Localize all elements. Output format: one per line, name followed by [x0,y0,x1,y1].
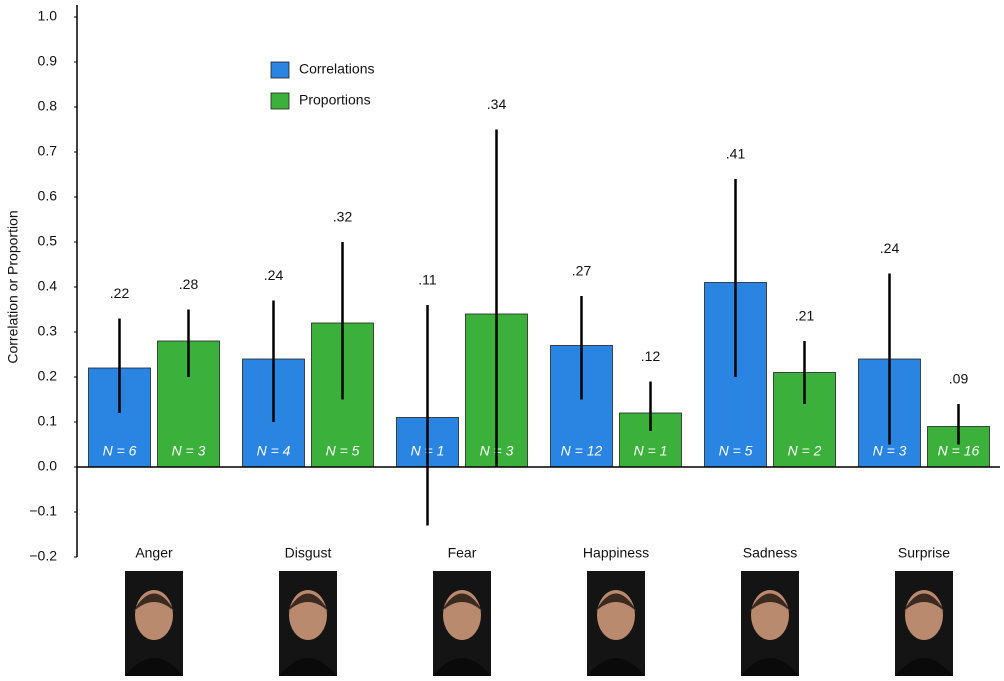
y-tick-label: −0.1 [29,503,57,519]
x-tick-label: Sadness [743,545,797,561]
x-tick-label: Happiness [583,545,649,561]
value-label: .22 [110,285,130,301]
shoulders [895,658,953,676]
value-label: .34 [487,96,507,112]
y-tick-label: 0.3 [38,323,58,339]
y-tick-label: 1.0 [38,8,58,24]
n-label: N = 6 [103,443,137,459]
x-tick-label: Anger [135,545,173,561]
shoulders [741,658,799,676]
value-label: .09 [949,371,969,387]
y-tick-label: 0.2 [38,368,58,384]
shoulders [433,658,491,676]
y-tick-label: 0.7 [38,143,58,159]
legend-swatch [270,61,290,79]
shoulders [279,658,337,676]
value-label: .27 [572,263,592,279]
legend-label: Correlations [299,61,374,77]
value-label: .41 [726,146,746,162]
x-tick-label: Disgust [285,545,332,561]
n-label: N = 5 [326,443,360,459]
hair [749,593,791,612]
hair [441,593,483,612]
value-label: .21 [795,308,815,324]
x-tick-label: Surprise [898,545,950,561]
legend-swatch [270,92,290,110]
y-tick-label: 0.0 [38,458,58,474]
value-label: .24 [880,240,900,256]
shoulders [587,658,645,676]
n-label: N = 3 [873,443,907,459]
y-tick-label: −0.2 [29,548,57,564]
n-label: N = 16 [938,443,980,459]
y-tick-label: 0.8 [38,98,58,114]
y-axis-label: Correlation or Proportion [5,210,21,363]
n-label: N = 12 [561,443,603,459]
n-label: N = 2 [788,443,822,459]
y-tick-label: 0.6 [38,188,58,204]
y-tick-label: 0.9 [38,53,58,69]
n-label: N = 5 [719,443,753,459]
value-label: .28 [179,276,199,292]
value-label: .11 [418,272,437,288]
n-label: N = 1 [634,443,668,459]
value-label: .24 [264,267,284,283]
x-tick-label: Fear [448,545,477,561]
hair [287,593,329,612]
shoulders [125,658,183,676]
hair [903,593,945,612]
legend-label: Proportions [299,92,371,108]
y-tick-label: 0.4 [38,278,58,294]
y-tick-label: 0.5 [38,233,58,249]
value-label: .32 [333,209,353,225]
n-label: N = 3 [172,443,206,459]
y-tick-label: 0.1 [38,413,58,429]
hair [133,593,175,612]
value-label: .12 [641,348,661,364]
n-label: N = 4 [257,443,291,459]
hair [595,593,637,612]
